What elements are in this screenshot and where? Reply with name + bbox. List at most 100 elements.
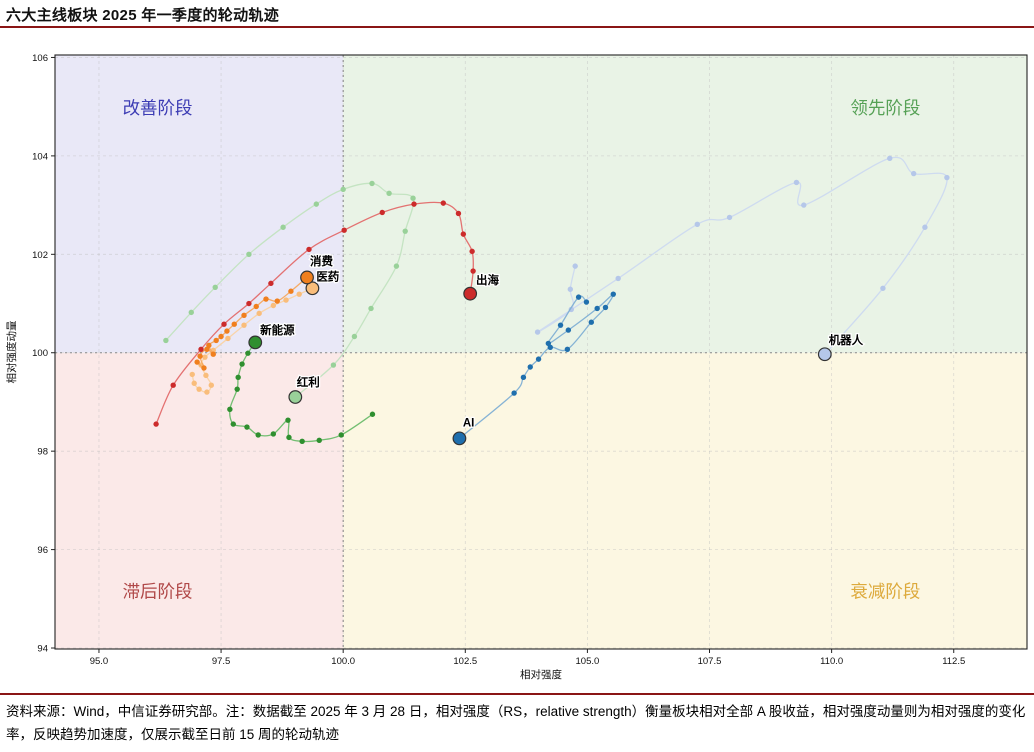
trajectory-point-new-energy (230, 421, 236, 427)
trajectory-point-consumption (206, 342, 212, 349)
trajectory-point-dividend (163, 337, 169, 344)
trajectory-point-robot (801, 202, 807, 208)
trajectory-point-new-energy (234, 386, 240, 392)
trajectory-point-ai (527, 364, 533, 370)
series-label-new-energy: 新能源 (260, 323, 295, 337)
plot-border (54, 54, 1028, 650)
y-tick-label: 96 (37, 545, 48, 556)
trajectory-point-overseas (455, 210, 462, 217)
trajectory-point-ai (565, 327, 572, 333)
trajectory-point-pharma (191, 380, 197, 386)
trajectory-point-ai (583, 299, 590, 305)
series-label-overseas: 出海 (476, 273, 499, 287)
quadrant-label-improving: 改善阶段 (123, 98, 193, 118)
trajectory-point-robot (910, 170, 917, 177)
trajectory-point-robot (944, 174, 950, 181)
trajectory-point-overseas (268, 280, 274, 287)
trajectory-point-pharma (270, 302, 277, 309)
trajectory-point-dividend (330, 362, 337, 368)
trajectory-point-ai (594, 305, 600, 312)
trajectory-point-robot (567, 286, 574, 292)
trajectory-point-new-energy (270, 431, 277, 437)
trajectory-point-new-energy (285, 417, 291, 423)
series-label-ai: AI (463, 418, 475, 430)
title-divider (0, 26, 1034, 28)
trajectory-point-pharma (202, 354, 208, 360)
series-path-ai (458, 293, 615, 439)
trajectory-point-new-energy (244, 424, 250, 430)
y-tick-label: 104 (32, 151, 48, 162)
series-path-pharma (191, 287, 313, 393)
trajectory-point-robot (726, 214, 733, 221)
trajectory-point-ai (602, 304, 609, 311)
trajectory-point-pharma (196, 386, 202, 392)
endpoint-ai (452, 431, 467, 446)
y-tick-label: 106 (32, 53, 48, 64)
endpoint-robot (817, 347, 832, 362)
y-axis-label: 相对强度动量 (5, 320, 18, 383)
trajectory-point-new-energy (316, 437, 322, 444)
trajectory-point-overseas (411, 201, 417, 207)
trajectory-point-new-energy (338, 432, 344, 438)
x-tick-label: 102.5 (453, 656, 477, 667)
trajectory-point-pharma (296, 291, 302, 297)
trajectory-point-overseas (221, 321, 227, 327)
trajectory-point-pharma (203, 372, 209, 379)
trajectory-point-consumption (197, 353, 203, 359)
trajectory-point-consumption (201, 365, 207, 371)
y-tick-label: 102 (32, 250, 48, 261)
trajectory-point-new-energy (255, 432, 261, 438)
trajectory-point-consumption (224, 328, 230, 334)
endpoint-consumption (300, 270, 314, 285)
footer-divider (0, 693, 1034, 695)
trajectory-point-ai (557, 322, 564, 328)
trajectory-point-consumption (274, 298, 280, 304)
trajectory-point-robot (793, 179, 800, 186)
y-tick-label: 100 (32, 348, 48, 359)
trajectory-point-pharma (225, 335, 231, 342)
trajectory-point-new-energy (227, 406, 233, 413)
trajectory-point-new-energy (299, 438, 305, 445)
x-tick-label: 100.0 (331, 656, 355, 667)
trajectory-point-dividend (188, 309, 194, 316)
trajectory-point-new-energy (369, 411, 376, 417)
trajectory-point-ai (564, 346, 571, 352)
trajectory-point-dividend (351, 333, 358, 340)
trajectory-point-new-energy (245, 350, 251, 356)
trajectory-point-robot (615, 275, 621, 282)
trajectory-point-ai (511, 390, 517, 396)
trajectory-point-consumption (231, 321, 237, 327)
series-label-dividend: 红利 (297, 375, 320, 389)
quadrant-label-leading: 领先阶段 (850, 98, 920, 118)
trajectory-point-pharma (208, 382, 215, 388)
y-tick-label: 94 (37, 644, 48, 655)
trajectory-point-dividend (246, 251, 252, 258)
quadrant-label-lagging: 滞后阶段 (123, 581, 193, 601)
rotation-quadrant-chart: 改善阶段 领先阶段 滞后阶段 衰减阶段 红利 机器人 医药 新能源 AI 消费 出海 95.0 97.5… (5, 53, 1028, 681)
x-tick-label: 112.5 (942, 656, 965, 667)
quadrant-weakening (343, 352, 1027, 649)
series-path-dividend (165, 182, 415, 398)
endpoint-overseas (463, 286, 478, 301)
trajectory-point-overseas (470, 268, 476, 274)
trajectory-point-dividend (410, 195, 416, 201)
trajectory-point-overseas (460, 231, 467, 237)
trajectory-point-consumption (194, 359, 200, 365)
trajectory-point-overseas (469, 248, 475, 255)
trajectory-point-dividend (280, 224, 286, 230)
trajectory-point-dividend (212, 284, 218, 290)
series-path-new-energy (229, 342, 373, 443)
trajectory-point-dividend (386, 190, 392, 196)
trajectory-point-overseas (246, 300, 252, 307)
trajectory-point-overseas (198, 346, 204, 352)
series-label-pharma: 医药 (316, 269, 339, 283)
endpoint-dividend (288, 390, 303, 404)
trajectory-point-ai (520, 374, 527, 381)
endpoint-new-energy (248, 335, 263, 350)
series-label-consumption: 消费 (310, 254, 333, 268)
trajectory-point-overseas (306, 246, 312, 253)
trajectory-point-pharma (283, 297, 289, 303)
trajectory-point-ai (610, 291, 616, 297)
trajectory-point-dividend (313, 201, 320, 207)
